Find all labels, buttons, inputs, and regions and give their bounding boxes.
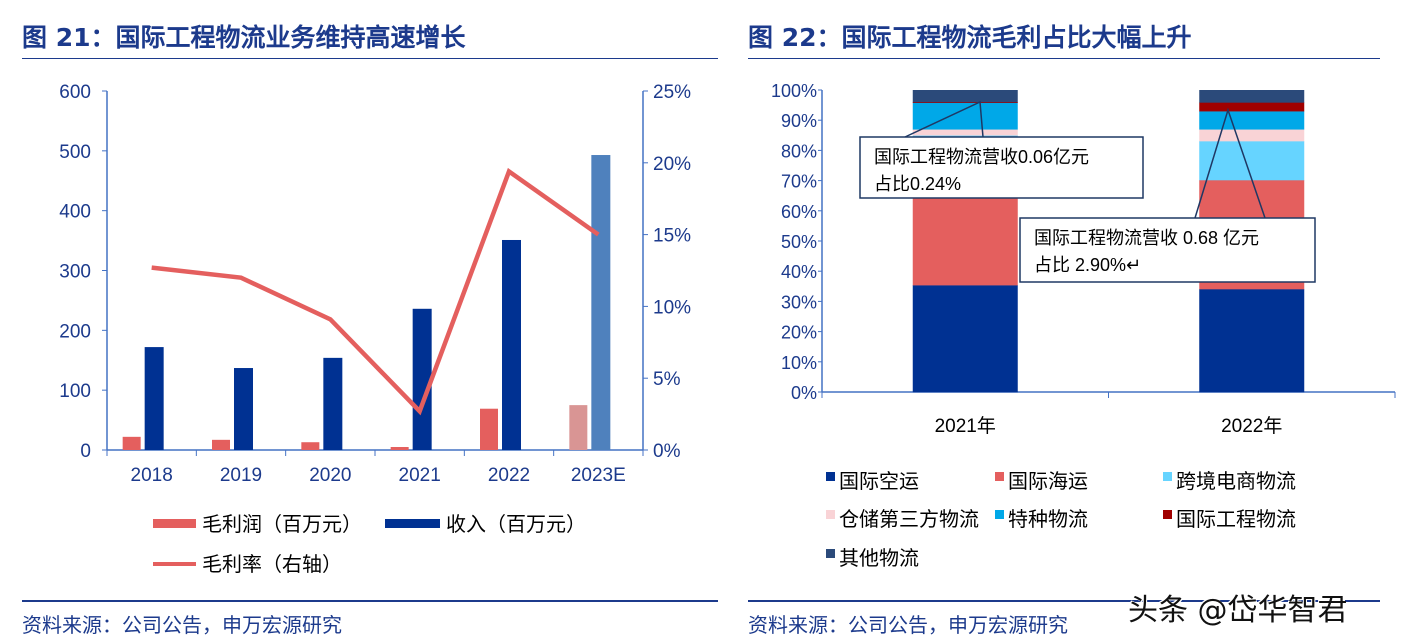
- callout-text: 国际工程物流营收 0.68 亿元: [1034, 228, 1259, 248]
- x-tick-label: 2021年: [935, 415, 996, 437]
- callout-box-2021: [859, 136, 1144, 199]
- y-tick-label: 300: [59, 262, 91, 283]
- legend-label: 国际空运: [839, 470, 919, 493]
- y-tick-label: 70%: [781, 172, 817, 192]
- y-tick-label: 20%: [781, 323, 817, 343]
- profit-bar: [390, 447, 409, 450]
- y2-tick-label: 15%: [653, 226, 691, 247]
- legend-swatch: [826, 472, 835, 481]
- watermark: 头条 @岱华智君: [1128, 593, 1348, 628]
- y2-tick-label: 0%: [653, 441, 681, 462]
- x-tick-label: 2022: [488, 465, 530, 486]
- y-tick-label: 0%: [791, 383, 817, 403]
- callout-box-2022: [1019, 217, 1316, 283]
- y2-tick-label: 5%: [653, 369, 681, 390]
- y-tick-label: 200: [59, 321, 91, 342]
- legend-label: 国际工程物流: [1176, 508, 1296, 531]
- profit-bar: [569, 405, 588, 450]
- y-tick-label: 60%: [781, 202, 817, 222]
- stack-segment: [1199, 141, 1305, 181]
- stack-segment: [912, 101, 1018, 103]
- callout-text: 国际工程物流营收0.06亿元: [874, 147, 1089, 167]
- profit-bar: [122, 436, 141, 450]
- stack-segment: [1199, 289, 1305, 393]
- y-tick-label: 100: [59, 381, 91, 402]
- legend-label: 毛利润（百万元）: [202, 513, 362, 536]
- profit-bar: [480, 408, 498, 450]
- y-tick-label: 500: [59, 142, 91, 163]
- legend-label: 特种物流: [1008, 508, 1088, 531]
- stack-segment: [912, 129, 1018, 136]
- y-tick-label: 50%: [781, 232, 817, 252]
- legend-swatch: [1163, 472, 1172, 481]
- y-tick-label: 80%: [781, 141, 817, 161]
- callout-text: 占比0.24%: [874, 174, 961, 194]
- y-tick-label: 10%: [781, 353, 817, 373]
- y-tick-label: 400: [59, 202, 91, 223]
- revenue-bar: [502, 239, 521, 450]
- legend-label: 跨境电商物流: [1176, 470, 1296, 493]
- y-tick-label: 30%: [781, 292, 817, 312]
- x-tick-label: 2022年: [1221, 415, 1282, 437]
- stack-segment: [1199, 90, 1305, 103]
- revenue-bar: [412, 308, 432, 450]
- legend-swatch: [995, 510, 1004, 519]
- stack-segment: [1199, 102, 1305, 112]
- y-tick-label: 40%: [781, 262, 817, 282]
- legend-swatch: [1163, 510, 1172, 519]
- callout-leader: [1194, 107, 1266, 219]
- legend-swatch-revenue: [385, 519, 440, 528]
- left-source: 资料来源：公司公告，申万宏源研究: [22, 613, 342, 637]
- legend-label: 仓储第三方物流: [839, 508, 979, 531]
- x-tick-label: 2021: [399, 465, 441, 486]
- revenue-bar: [323, 357, 343, 450]
- stack-segment: [912, 90, 1018, 103]
- legend-label: 毛利率（右轴）: [202, 553, 342, 576]
- legend-swatch: [995, 472, 1004, 481]
- y2-tick-label: 10%: [653, 297, 691, 318]
- callout-text: 占比 2.90%↵: [1034, 255, 1141, 275]
- revenue-bar: [591, 155, 611, 450]
- divider: [22, 58, 718, 59]
- callout-leader: [904, 100, 984, 138]
- y-tick-label: 100%: [771, 81, 817, 101]
- x-tick-label: 2018: [131, 465, 173, 486]
- y-tick-label: 600: [59, 82, 91, 103]
- legend-swatch: [826, 510, 835, 519]
- legend-label: 国际海运: [1008, 470, 1088, 493]
- revenue-bar: [234, 368, 253, 450]
- x-tick-label: 2019: [220, 465, 262, 486]
- profit-bar: [301, 442, 320, 450]
- right-source: 资料来源：公司公告，申万宏源研究: [748, 613, 1068, 637]
- profit-bar: [212, 439, 230, 450]
- stack-segment: [912, 195, 1018, 286]
- y2-tick-label: 25%: [653, 82, 691, 103]
- x-tick-label: 2023E: [571, 465, 626, 486]
- right-chart-title: 图 22：国际工程物流毛利占比大幅上升: [748, 23, 1192, 52]
- divider: [22, 600, 718, 602]
- divider: [748, 58, 1380, 59]
- margin-line: [151, 167, 600, 416]
- left-chart-title: 图 21：国际工程物流业务维持高速增长: [22, 23, 466, 52]
- legend-swatch-profit: [153, 519, 196, 528]
- y-tick-label: 90%: [781, 111, 817, 131]
- y-tick-label: 0: [80, 441, 91, 462]
- stack-segment: [1199, 111, 1305, 130]
- stack-segment: [912, 285, 1018, 393]
- stack-segment: [1199, 129, 1305, 142]
- legend-label: 收入（百万元）: [446, 513, 586, 536]
- y2-tick-label: 20%: [653, 154, 691, 175]
- revenue-bar: [144, 347, 164, 450]
- x-tick-label: 2020: [309, 465, 351, 486]
- divider: [748, 600, 1380, 602]
- legend-swatch: [826, 549, 835, 558]
- legend-label: 其他物流: [839, 547, 919, 570]
